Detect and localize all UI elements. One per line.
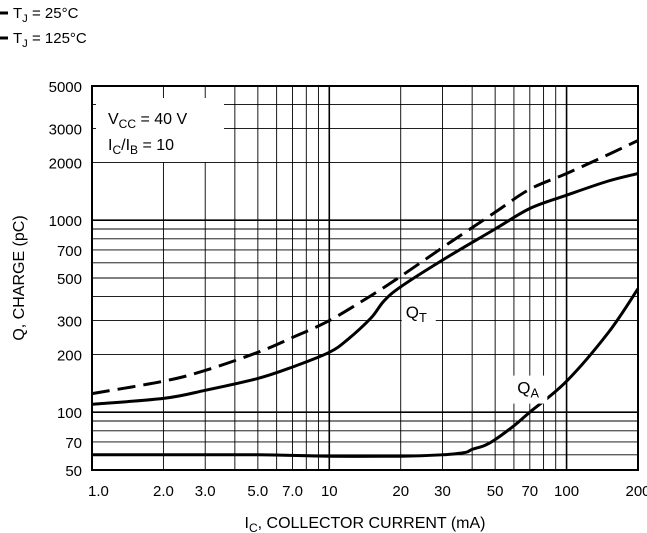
x-tick-label: 1.0 (88, 483, 109, 500)
y-tick-label: 500 (57, 271, 82, 288)
y-tick-label: 300 (57, 314, 82, 331)
x-tick-label: 10 (321, 483, 338, 500)
series-label-0: QT (406, 303, 427, 325)
y-tick-label: 2000 (49, 155, 82, 172)
x-tick-label: 3.0 (195, 483, 216, 500)
condition-ic-ib: IC/IB = 10 (108, 137, 174, 157)
series-label-2: QA (517, 379, 539, 401)
x-tick-label: 100 (554, 483, 579, 500)
series-line-1 (91, 139, 639, 396)
y-tick-label: 100 (57, 405, 82, 422)
series-labels: QT QA (401, 299, 548, 404)
x-axis-label: IC, COLLECTOR CURRENT (mA) (245, 515, 486, 533)
conditions-box-bg (96, 98, 224, 162)
legend-label-1: TJ = 125°C (13, 30, 87, 50)
series-line-0 (91, 172, 639, 406)
y-tick-label: 5000 (49, 79, 82, 96)
y-tick-label: 200 (57, 347, 82, 364)
y-axis-label: Q, CHARGE (pC) (11, 215, 28, 340)
legend-label-0: TJ = 25°C (13, 5, 79, 25)
y-tick-labels: 50 70 100 200 300 500 700 1000 2000 3000 5000 (49, 79, 82, 480)
y-tick-label: 70 (65, 435, 82, 452)
x-tick-label: 50 (487, 483, 504, 500)
x-tick-label: 5.0 (247, 483, 268, 500)
x-tick-label: 2.0 (153, 483, 174, 500)
x-tick-label: 20 (392, 483, 409, 500)
condition-vcc: VCC = 40 V (108, 111, 187, 131)
x-tick-labels: 1.0 2.0 3.0 5.0 7.0 10 20 30 50 70 100 200 (88, 483, 647, 500)
series-label-bg (401, 299, 436, 328)
x-tick-label: 70 (521, 483, 538, 500)
conditions-box: VCC = 40 V IC/IB = 10 (96, 98, 224, 162)
y-tick-label: 1000 (49, 213, 82, 230)
x-tick-label: 7.0 (282, 483, 303, 500)
grid (92, 86, 638, 470)
y-tick-label: 700 (57, 243, 82, 260)
legend: TJ = 25°C TJ = 125°C (0, 5, 87, 50)
x-tick-label: 30 (434, 483, 451, 500)
y-tick-label: 50 (65, 463, 82, 480)
series-label-bg (513, 375, 548, 404)
x-tick-label: 200 (625, 483, 647, 500)
plot-frame (91, 85, 639, 471)
y-tick-label: 3000 (49, 122, 82, 139)
